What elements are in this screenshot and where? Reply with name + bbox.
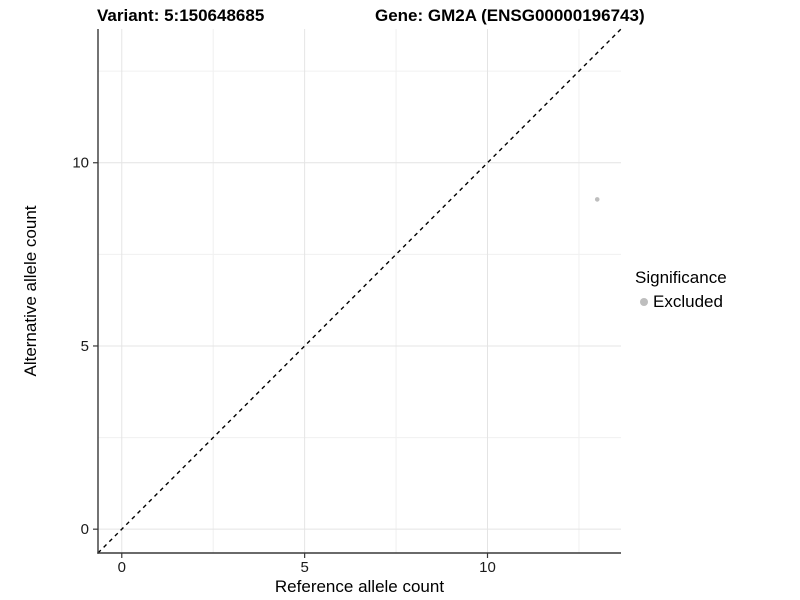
x-axis-label: Reference allele count [274,577,445,596]
plot-title-variant: Variant: 5:150648685 [97,6,265,25]
legend-title: Significance [635,268,727,287]
y-tick-label: 0 [81,521,89,538]
plot-title-gene: Gene: GM2A (ENSG00000196743) [375,6,645,25]
legend-item-excluded: Excluded [635,292,727,312]
x-tick-label: 0 [118,559,126,576]
x-tick-label: 10 [479,559,496,576]
data-point [594,197,600,202]
y-tick-label: 5 [81,338,89,355]
legend-key-dot-icon [640,298,648,306]
x-tick-label: 5 [300,559,308,576]
legend-item-label: Excluded [653,292,723,311]
identity-reference-line [97,28,622,554]
y-axis-label: Alternative allele count [21,205,40,377]
legend: Significance Excluded [635,268,727,312]
y-tick-label: 10 [72,155,89,172]
